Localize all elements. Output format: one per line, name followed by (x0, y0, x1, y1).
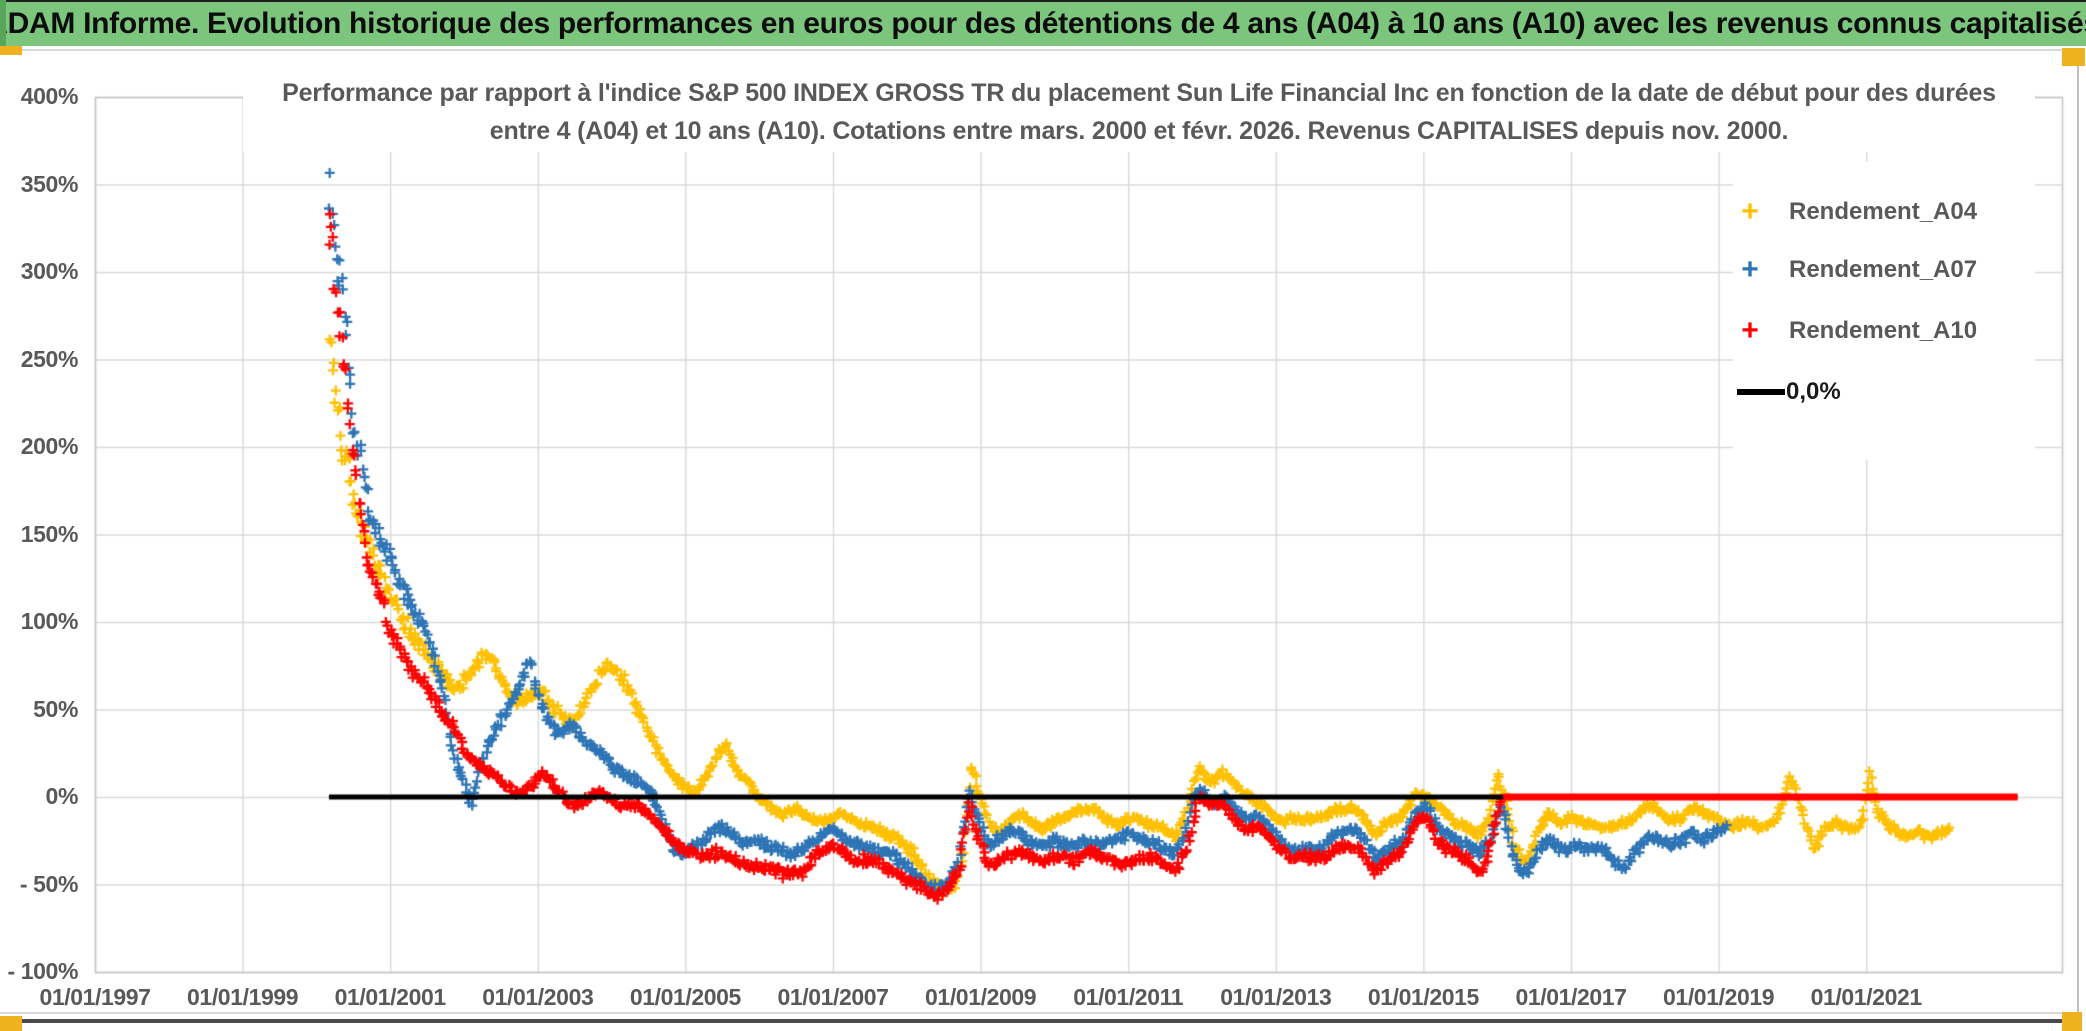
legend-item-rendement_a04: + Rendement_A04 (1733, 190, 2035, 234)
x-axis-label: 01/01/2019 (1663, 984, 1775, 1010)
x-axis-label: 01/01/2021 (1810, 984, 1923, 1010)
plus-marker-icon: + (1741, 314, 1759, 347)
legend-label: Rendement_A10 (1789, 317, 1978, 344)
y-axis-label: - 100% (7, 958, 79, 984)
legend-item-zero-line: 0,0% (1733, 370, 2035, 414)
corner-accent-top-right (2062, 48, 2085, 66)
x-axis-label: 01/01/1999 (187, 984, 299, 1010)
x-axis-label: 01/01/2003 (482, 984, 594, 1010)
legend: + Rendement_A04 + Rendement_A07 + Rendement_A… (1733, 162, 2035, 460)
x-axis-label: 01/01/2005 (629, 984, 742, 1010)
legend-item-rendement_a07: + Rendement_A07 (1733, 248, 2035, 292)
x-axis-label: 01/01/1997 (39, 984, 151, 1010)
y-axis-label: 0% (45, 783, 79, 809)
chart-subtitle: Performance par rapport à l'indice S&P 5… (243, 74, 2035, 152)
legend-label: 0,0% (1786, 378, 1841, 405)
chart-subtitle-line1: Performance par rapport à l'indice S&P 5… (282, 79, 1996, 107)
bottom-divider-dark (0, 1019, 2062, 1023)
x-axis-label: 01/01/2013 (1220, 984, 1332, 1010)
x-axis-label: 01/01/2011 (1073, 984, 1184, 1010)
legend-label: Rendement_A07 (1789, 256, 1978, 283)
top-divider-line (22, 49, 2062, 51)
x-axis-label: 01/01/2017 (1515, 984, 1627, 1010)
x-axis-label: 01/01/2001 (334, 984, 447, 1010)
legend-item-rendement_a10: + Rendement_A10 (1733, 309, 2035, 353)
y-axis-label: 200% (20, 433, 79, 459)
x-axis-label: 01/01/2007 (777, 984, 889, 1010)
x-axis-label: 01/01/2015 (1367, 984, 1480, 1010)
plus-marker-icon: + (1741, 253, 1759, 286)
title-bar: ADAM Informe. Evolution historique des p… (0, 0, 2086, 46)
y-axis-label: 400% (20, 83, 79, 109)
corner-accent-top-left (0, 46, 22, 55)
banner-left-edge (0, 0, 6, 46)
y-axis-label: 250% (20, 345, 79, 372)
plus-marker-icon: + (1741, 195, 1759, 228)
corner-accent-bottom-left (0, 1016, 22, 1031)
x-axis-label: 01/01/2009 (925, 984, 1037, 1010)
y-axis-label: 150% (20, 520, 79, 547)
legend-label: Rendement_A04 (1789, 198, 1978, 225)
y-axis-label: - 50% (19, 870, 78, 897)
chart-title: ADAM Informe. Evolution historique des p… (0, 7, 2086, 40)
bottom-divider-light (0, 1012, 2062, 1014)
chart-subtitle-line2: entre 4 (A04) et 10 ans (A10). Cotations… (489, 117, 1789, 145)
y-axis-label: 350% (20, 170, 79, 197)
right-border-line (2077, 48, 2079, 1023)
y-axis-label: 300% (20, 258, 79, 284)
corner-accent-bottom-right (2062, 1012, 2082, 1031)
y-axis-label: 50% (33, 695, 78, 722)
line-marker-icon (1737, 389, 1785, 395)
y-axis-label: 100% (20, 608, 79, 634)
